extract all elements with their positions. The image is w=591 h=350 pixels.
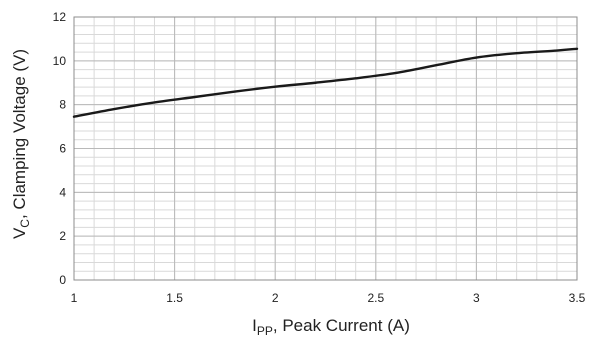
y-axis-title-main: V bbox=[10, 227, 29, 239]
x-tick-labels: 1 1.5 2 2.5 3 3.5 bbox=[71, 291, 586, 305]
x-tick-label: 2 bbox=[272, 291, 279, 305]
y-axis-title-rest: , Clamping Voltage (V) bbox=[10, 49, 29, 219]
x-axis-title-main: I bbox=[252, 316, 257, 335]
major-grid bbox=[73, 16, 578, 281]
y-tick-label: 8 bbox=[59, 98, 66, 112]
x-tick-label: 3.5 bbox=[569, 291, 586, 305]
y-axis-title-subscript: C bbox=[18, 219, 32, 228]
x-tick-label: 1.5 bbox=[166, 291, 183, 305]
x-tick-label: 1 bbox=[71, 291, 78, 305]
x-axis-title-subscript: PP bbox=[257, 324, 273, 338]
x-axis-title-rest: , Peak Current (A) bbox=[273, 316, 410, 335]
y-tick-label: 0 bbox=[59, 273, 66, 287]
y-tick-label: 12 bbox=[53, 10, 67, 24]
x-tick-label: 2.5 bbox=[367, 291, 384, 305]
y-tick-label: 6 bbox=[59, 142, 66, 156]
series-layer bbox=[72, 47, 579, 118]
clamping-voltage-line bbox=[72, 47, 579, 118]
y-tick-label: 2 bbox=[59, 229, 66, 243]
x-axis-title: IPP, Peak Current (A) bbox=[252, 316, 410, 338]
y-tick-label: 4 bbox=[59, 185, 66, 199]
x-tick-label: 3 bbox=[473, 291, 480, 305]
y-tick-labels: 0 2 4 6 8 10 12 bbox=[53, 10, 67, 287]
plot-frame bbox=[73, 16, 578, 281]
y-axis-title: VC, Clamping Voltage (V) bbox=[10, 49, 32, 239]
y-tick-label: 10 bbox=[53, 54, 67, 68]
